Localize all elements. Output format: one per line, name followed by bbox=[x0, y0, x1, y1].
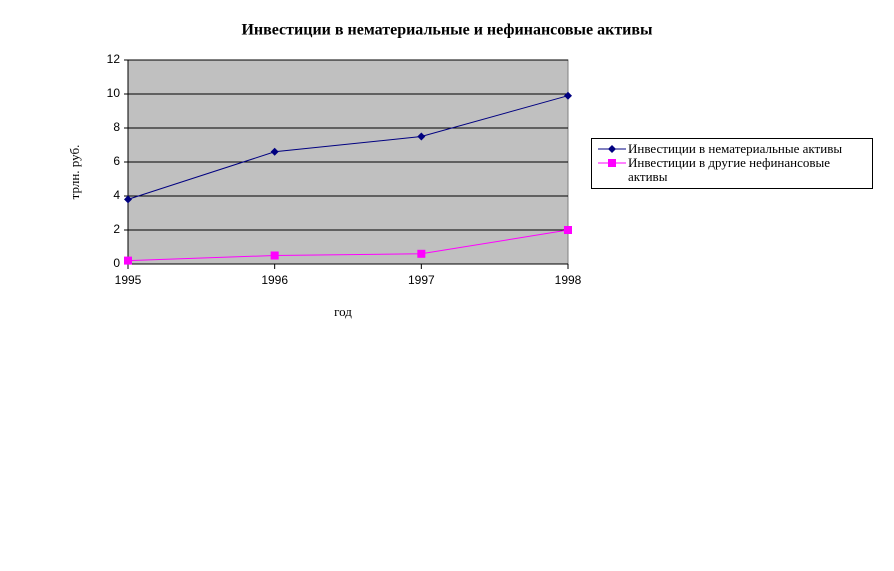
y-tick-label: 8 bbox=[113, 120, 120, 134]
legend-label: Инвестиции в нематериальные активы bbox=[628, 141, 843, 156]
y-tick-label: 12 bbox=[107, 52, 121, 66]
data-point bbox=[270, 251, 279, 260]
y-axis-label: трлн. руб. bbox=[67, 145, 82, 200]
y-tick-label: 10 bbox=[107, 86, 121, 100]
legend-item: Инвестиции в нематериальные активы bbox=[596, 142, 868, 156]
x-tick-label: 1995 bbox=[115, 273, 142, 287]
data-point bbox=[564, 226, 572, 234]
y-tick-label: 0 bbox=[113, 256, 120, 270]
x-tick-label: 1998 bbox=[555, 273, 582, 287]
y-tick-label: 2 bbox=[113, 222, 120, 236]
legend-item: Инвестиции в другие нефинансовые активы bbox=[596, 156, 868, 184]
data-point bbox=[564, 91, 572, 100]
legend-swatch bbox=[598, 159, 626, 167]
legend: Инвестиции в нематериальные активы Инвест… bbox=[591, 138, 873, 189]
x-axis-label: год bbox=[334, 304, 352, 319]
data-point bbox=[270, 147, 279, 156]
data-point bbox=[417, 249, 426, 258]
y-tick-label: 4 bbox=[113, 188, 120, 202]
chart-title: Инвестиции в нематериальные и нефинансов… bbox=[241, 22, 653, 39]
series-line bbox=[127, 229, 569, 262]
legend-swatch bbox=[598, 145, 626, 153]
x-tick-label: 1997 bbox=[408, 273, 435, 287]
data-point bbox=[124, 195, 132, 204]
data-point bbox=[417, 132, 426, 141]
data-point bbox=[124, 256, 132, 265]
x-tick-label: 1996 bbox=[261, 273, 288, 287]
y-tick-label: 6 bbox=[113, 154, 120, 168]
legend-label: Инвестиции в другие нефинансовые активы bbox=[628, 155, 831, 184]
series-line bbox=[127, 95, 569, 200]
